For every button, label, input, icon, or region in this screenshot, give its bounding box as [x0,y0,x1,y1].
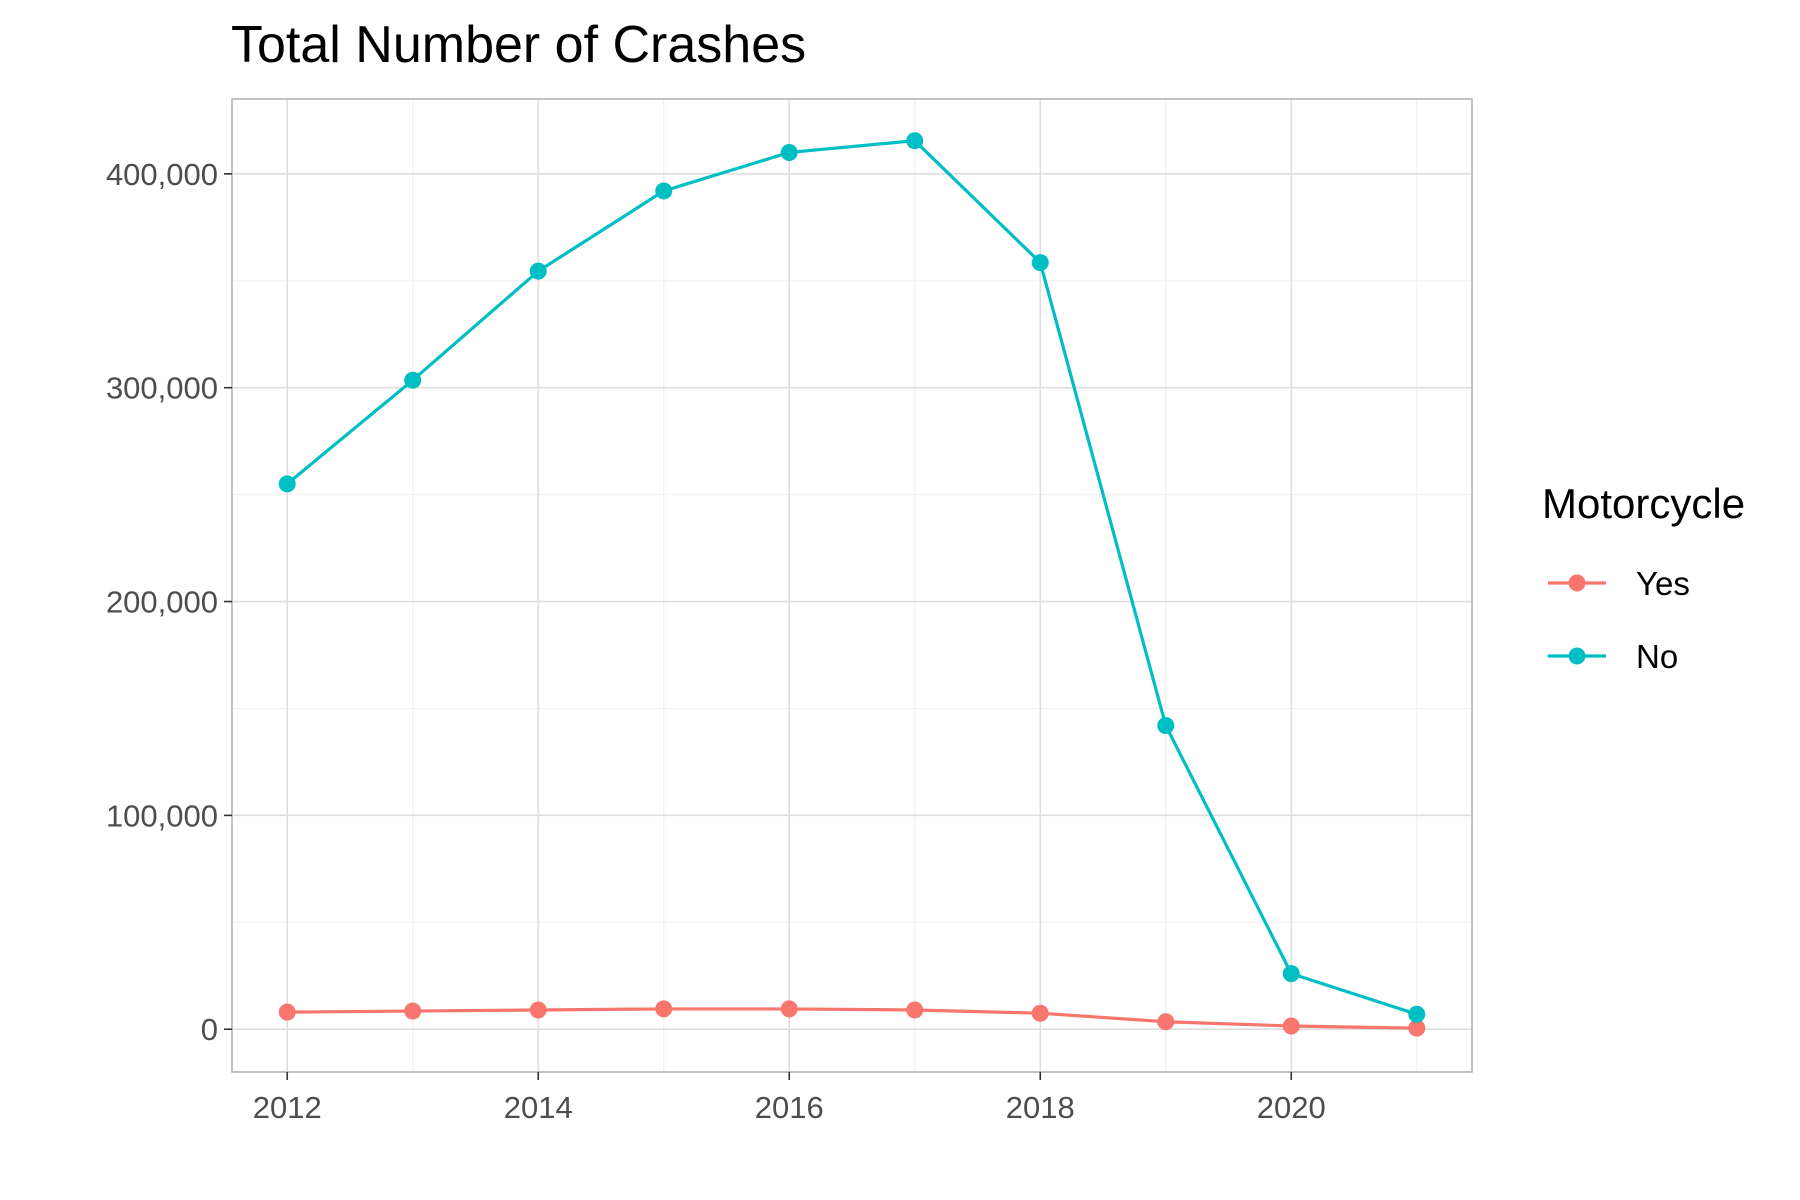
legend-key-point [1568,574,1586,592]
chart-title: Total Number of Crashes [231,16,806,74]
x-tick-label: 2012 [253,1090,322,1125]
y-tick-label: 400,000 [106,157,218,192]
data-point-no [529,262,547,280]
x-tick-label: 2016 [755,1090,824,1125]
data-point-no [1408,1005,1426,1023]
data-point-no [1031,254,1049,272]
legend-label: Yes [1636,565,1690,602]
data-point-no [780,143,798,161]
legend-item-yes: Yes [1548,565,1690,602]
legend: Motorcycle Yes No [1542,480,1745,675]
legend-title: Motorcycle [1542,480,1745,527]
x-tick-label: 2020 [1257,1090,1326,1125]
y-tick-label: 100,000 [106,798,218,833]
data-point-yes [1157,1013,1175,1031]
plot-panel-border [231,98,1473,1073]
data-point-yes [404,1002,422,1020]
series-yes [278,1000,1426,1037]
data-point-yes [1408,1019,1426,1037]
grid [232,99,1472,1072]
series-no [278,132,1426,1023]
legend-label: No [1636,638,1678,675]
data-point-no [404,371,422,389]
data-point-yes [1282,1017,1300,1035]
legend-item-no: No [1548,638,1678,675]
data-point-no [906,132,924,150]
data-point-yes [906,1001,924,1019]
data-point-yes [1031,1004,1049,1022]
axes: 0 100,000 200,000 300,000 400,000 2012 2014 201… [106,157,1326,1125]
data-point-yes [529,1001,547,1019]
series-line-yes [287,1007,1417,1030]
data-point-yes [655,1000,673,1018]
data-point-no [1282,965,1300,983]
data-point-yes [780,1000,798,1018]
data-point-no [278,475,296,493]
y-tick-label: 300,000 [106,371,218,406]
x-tick-label: 2014 [504,1090,573,1125]
legend-key-point [1568,647,1586,665]
data-point-yes [278,1003,296,1021]
data-point-no [655,182,673,200]
series-line-no [286,139,1418,1016]
y-tick-label: 0 [201,1012,218,1047]
series-layer [278,132,1426,1037]
x-tick-label: 2018 [1006,1090,1075,1125]
data-point-no [1157,717,1175,735]
y-tick-label: 200,000 [106,585,218,620]
